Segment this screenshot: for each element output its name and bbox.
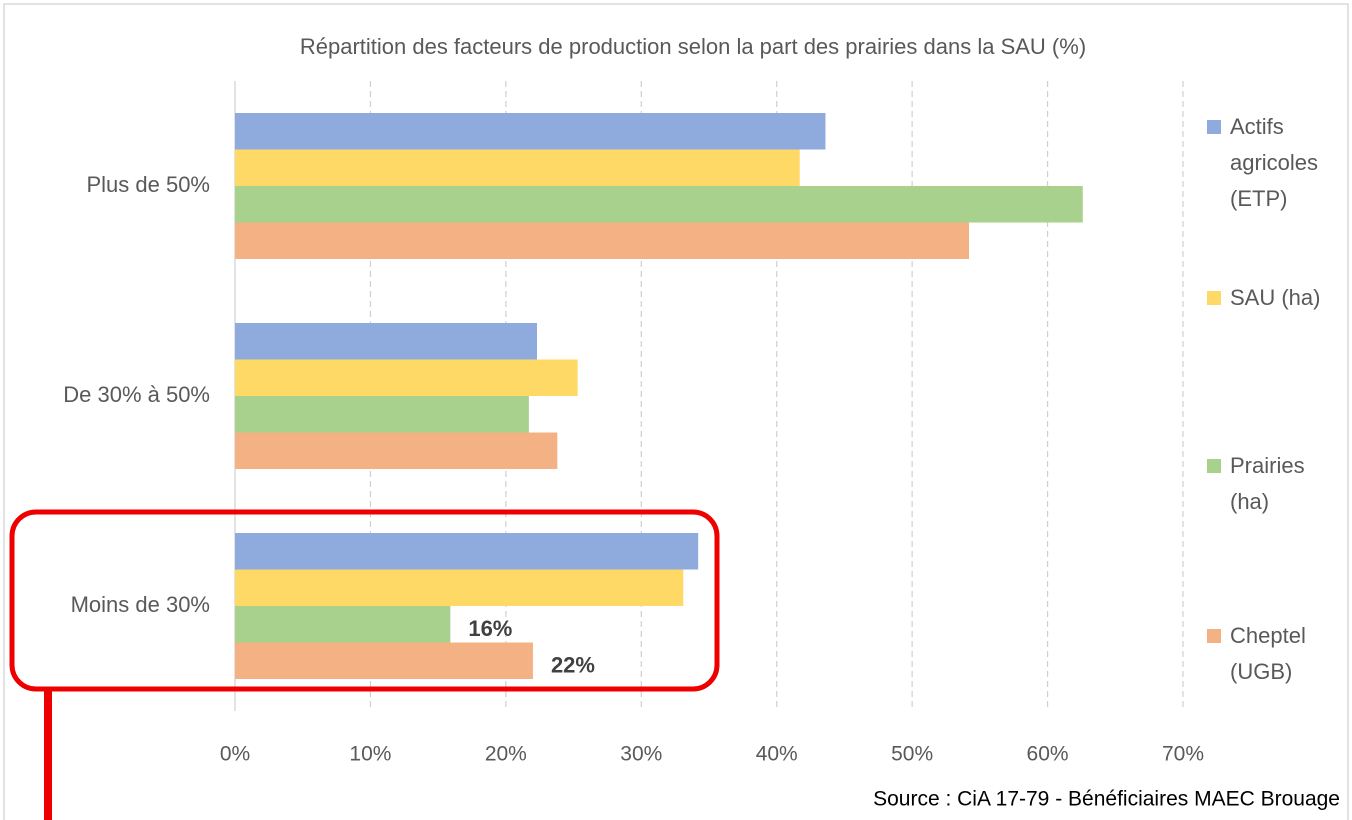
legend-entry: SAU (ha) (1207, 280, 1347, 316)
data-label: 16% (468, 616, 512, 641)
bar (235, 222, 970, 259)
bar (235, 186, 1083, 223)
x-tick-label: 10% (349, 743, 391, 766)
bar (235, 396, 529, 433)
legend-swatch (1207, 629, 1221, 643)
legend-entry: Actifs agricoles (ETP) (1207, 109, 1347, 217)
data-label: 22% (551, 653, 595, 678)
legend-label: Actifs agricoles (ETP) (1230, 114, 1319, 211)
bar (235, 432, 558, 469)
bar (235, 323, 538, 360)
y-tick-label: De 30% à 50% (63, 382, 210, 407)
bar (235, 359, 578, 396)
legend-label: SAU (ha) (1230, 285, 1321, 310)
x-tick-label: 30% (620, 743, 662, 766)
bar (235, 533, 699, 570)
x-tick-label: 60% (1027, 743, 1069, 766)
bar (235, 606, 451, 643)
x-tick-label: 0% (220, 743, 250, 766)
bar (235, 569, 684, 606)
bar (235, 113, 826, 150)
legend-entry: Cheptel (UGB) (1207, 618, 1347, 690)
x-tick-label: 70% (1162, 743, 1204, 766)
source: Source : CiA 17-79 - Bénéficiaires MAEC … (873, 788, 1340, 811)
x-tick-label: 40% (756, 743, 798, 766)
y-tick-label: Plus de 50% (86, 172, 210, 197)
bar (235, 149, 800, 186)
legend-label: Prairies (ha) (1230, 453, 1305, 514)
legend-entry: Prairies (ha) (1207, 448, 1347, 520)
highlight-box (9, 509, 720, 692)
legend-swatch (1207, 291, 1221, 305)
chart-title: Répartition des facteurs de production s… (300, 34, 1086, 59)
y-tick-label: Moins de 30% (71, 592, 210, 617)
x-tick-label: 50% (891, 743, 933, 766)
legend-swatch (1207, 120, 1221, 134)
x-tick-label: 20% (485, 743, 527, 766)
legend-swatch (1207, 459, 1221, 473)
plot: 0% 10% 20% 30% 40% 50% 60% 70% Plus de 50% De 30%… (63, 81, 1204, 766)
bar (235, 642, 533, 679)
chart-border (3, 3, 1349, 820)
legend-label: Cheptel (UGB) (1230, 623, 1306, 684)
